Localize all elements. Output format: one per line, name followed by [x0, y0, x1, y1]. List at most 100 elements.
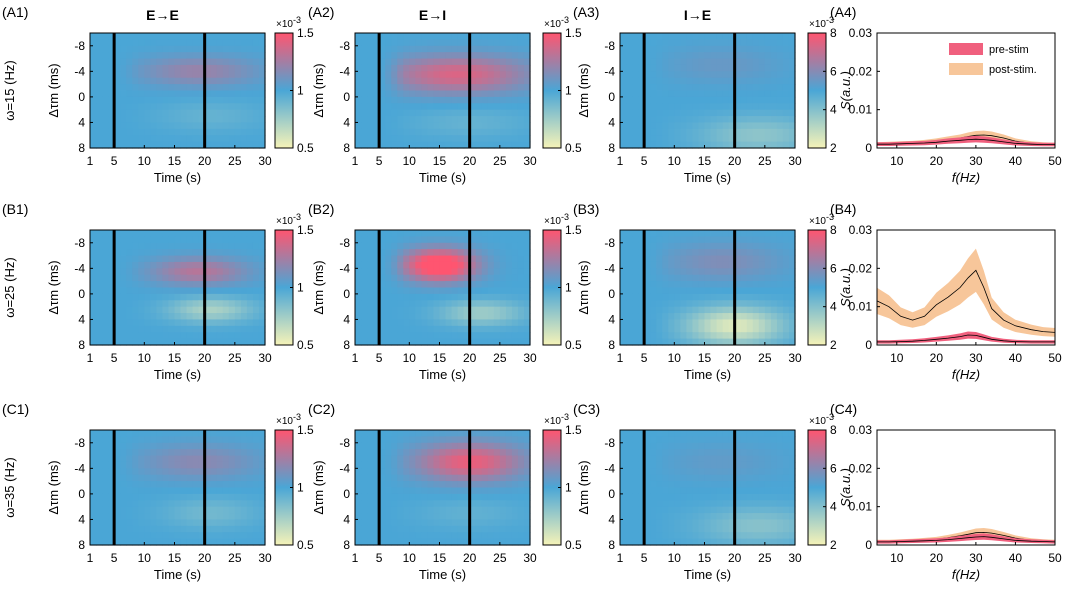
- heat-cell: [397, 338, 404, 346]
- heat-cell: [186, 242, 194, 250]
- heat-cell: [692, 122, 700, 130]
- heat-cell: [156, 268, 164, 276]
- heat-cell: [704, 436, 712, 444]
- heat-cell: [638, 442, 645, 450]
- heat-cell: [788, 116, 796, 124]
- heat-cell: [758, 58, 766, 66]
- heat-cell: [710, 468, 718, 476]
- heat-cell: [138, 103, 145, 111]
- heat-cell: [716, 39, 724, 47]
- heat-cell: [90, 122, 97, 130]
- heat-cell: [770, 430, 778, 437]
- heat-cell: [680, 128, 687, 136]
- heat-cell: [90, 281, 97, 289]
- heat-cell: [234, 77, 242, 85]
- heat-cell: [716, 71, 724, 79]
- heat-cell: [662, 135, 669, 143]
- heat-cell: [240, 461, 248, 469]
- heat-cell: [403, 128, 410, 136]
- heat-cell: [722, 338, 730, 346]
- heat-cell: [758, 319, 766, 327]
- heat-cell: [752, 287, 760, 295]
- heat-cell: [740, 455, 748, 463]
- heat-cell: [240, 300, 248, 308]
- heat-cell: [373, 506, 380, 514]
- heat-cell: [168, 513, 176, 521]
- heat-cell: [788, 64, 796, 72]
- heat-cell: [397, 293, 404, 301]
- heat-cell: [198, 230, 206, 237]
- heat-cell: [138, 58, 145, 66]
- heat-cell: [355, 71, 362, 79]
- heat-cell: [186, 430, 194, 437]
- heat-cell: [126, 468, 133, 476]
- heat-cell: [662, 325, 669, 333]
- heat-cell: [198, 325, 206, 333]
- heat-cell: [120, 313, 127, 321]
- heat-cell: [662, 39, 669, 47]
- y-tick-label: 8: [343, 141, 350, 155]
- heat-cell: [120, 513, 127, 521]
- heat-cell: [487, 141, 495, 149]
- heat-cell: [258, 293, 266, 301]
- heat-cell: [120, 116, 127, 124]
- heat-cell: [126, 525, 133, 533]
- heat-cell: [469, 45, 477, 53]
- heat-cell: [650, 236, 657, 244]
- heat-cell: [734, 274, 742, 282]
- heat-cell: [638, 103, 645, 111]
- heat-cell: [632, 519, 639, 527]
- heat-cell: [445, 90, 453, 98]
- heat-cell: [481, 64, 489, 72]
- heat-cell: [692, 493, 700, 501]
- heat-cell: [192, 532, 200, 540]
- heat-cell: [415, 274, 422, 282]
- heat-cell: [168, 58, 176, 66]
- heat-cell: [114, 109, 121, 117]
- heat-cell: [126, 430, 133, 437]
- heat-cell: [367, 493, 374, 501]
- heat-cell: [162, 442, 170, 450]
- heat-cell: [511, 39, 519, 47]
- heat-cell: [421, 300, 429, 308]
- heat-cell: [373, 77, 380, 85]
- heat-cell: [475, 493, 483, 501]
- heat-cell: [481, 442, 489, 450]
- heat-cell: [355, 109, 362, 117]
- heat-cell: [469, 77, 477, 85]
- heat-cell: [204, 141, 212, 149]
- heat-cell: [710, 64, 718, 72]
- heat-cell: [698, 468, 706, 476]
- heat-cell: [505, 261, 513, 269]
- heat-cell: [409, 64, 416, 72]
- heat-cell: [764, 461, 772, 469]
- heat-cell: [626, 506, 633, 514]
- heat-cell: [704, 255, 712, 263]
- heat-cell: [662, 481, 669, 489]
- heat-cell: [451, 481, 459, 489]
- heat-cell: [439, 287, 447, 295]
- heat-cell: [240, 293, 248, 301]
- heat-cell: [451, 468, 459, 476]
- heat-cell: [168, 300, 176, 308]
- heat-cell: [403, 493, 410, 501]
- heat-cell: [168, 281, 176, 289]
- heat-cell: [156, 532, 164, 540]
- heat-cell: [174, 487, 182, 495]
- heat-cell: [228, 513, 236, 521]
- heat-cell: [674, 261, 681, 269]
- heat-cell: [355, 519, 362, 527]
- heat-cell: [192, 461, 200, 469]
- heat-cell: [421, 538, 429, 546]
- heat-cell: [692, 325, 700, 333]
- heat-cell: [764, 90, 772, 98]
- heat-cell: [150, 103, 157, 111]
- heat-cell: [114, 33, 121, 40]
- heat-cell: [686, 58, 694, 66]
- heat-cell: [475, 525, 483, 533]
- heat-cell: [102, 274, 109, 282]
- x-tick-label: 20: [728, 154, 742, 168]
- heat-cell: [451, 332, 459, 340]
- heat-cell: [776, 268, 784, 276]
- heat-cell: [150, 436, 157, 444]
